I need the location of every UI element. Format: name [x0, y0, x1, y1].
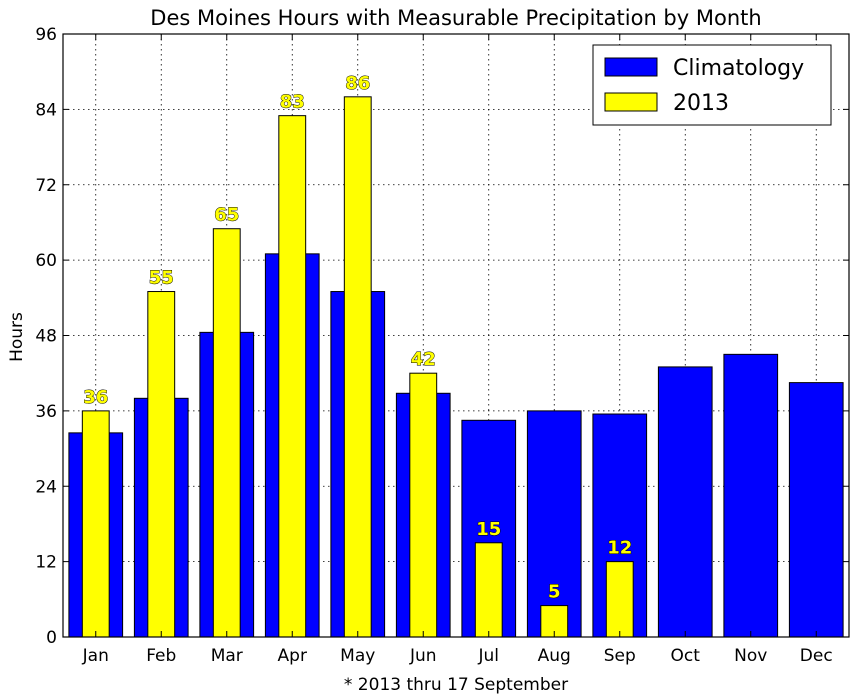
- x-tick-label: Sep: [604, 646, 636, 666]
- bar-2013: [343, 96, 372, 638]
- y-axis-label: Hours: [7, 312, 27, 362]
- data-label-2013: 36: [83, 387, 108, 408]
- x-tick-label: Jun: [409, 646, 437, 666]
- x-tick-label: Mar: [211, 646, 243, 666]
- y-tick-label: 60: [35, 251, 57, 271]
- x-tick-label: Aug: [538, 646, 571, 666]
- legend-swatch-climatology: [604, 57, 658, 77]
- climatology-bar: [657, 366, 713, 638]
- y-tick-label: 36: [35, 402, 57, 422]
- x-tick-label: Apr: [278, 646, 307, 666]
- legend-label-2013: 2013: [673, 91, 729, 116]
- legend-swatch-2013: [604, 92, 658, 112]
- x-axis-label: * 2013 thru 17 September: [344, 675, 568, 695]
- data-label-2013: 42: [411, 349, 436, 370]
- chart-title: Des Moines Hours with Measurable Precipi…: [150, 6, 761, 30]
- y-tick-label: 96: [35, 25, 57, 45]
- data-label-2013: 83: [280, 92, 305, 113]
- bar-2013: [474, 542, 503, 638]
- climatology-bar: [723, 353, 779, 638]
- x-tick-label: Feb: [146, 646, 176, 666]
- y-tick-label: 84: [35, 100, 57, 120]
- data-label-2013: 86: [345, 73, 370, 94]
- data-label-2013: 65: [214, 205, 239, 226]
- climatology-bars: [68, 253, 844, 638]
- legend: Climatology 2013: [592, 44, 832, 126]
- y-tick-label: 12: [35, 553, 57, 573]
- x-tick-label: Dec: [800, 646, 833, 666]
- data-label-2013: 5: [548, 582, 561, 603]
- y-tick-label: 72: [35, 176, 57, 196]
- bar-2013: [212, 228, 241, 638]
- bar-2013: [605, 561, 634, 638]
- x-tick-label: May: [340, 646, 375, 666]
- legend-label-climatology: Climatology: [673, 56, 804, 81]
- y-tick-label: 24: [35, 477, 57, 497]
- data-label-2013: 12: [607, 538, 632, 559]
- x-tick-label: Jul: [477, 646, 499, 666]
- climatology-bar: [788, 382, 844, 638]
- data-label-2013: 55: [149, 268, 174, 289]
- data-label-2013: 15: [476, 519, 501, 540]
- x-tick-label: Oct: [671, 646, 701, 666]
- bar-2013: [278, 115, 307, 638]
- climatology-bar: [526, 410, 582, 638]
- bar-2013: [81, 410, 110, 638]
- data-labels: 36 55 65 83 86 42 15 5 12: [83, 72, 633, 603]
- y-tick-label: 48: [35, 327, 57, 347]
- x-tick-label: Nov: [734, 646, 767, 666]
- x-tick-label: Jan: [82, 646, 109, 666]
- bar-2013: [147, 291, 176, 638]
- bar-2013: [409, 372, 438, 638]
- y-tick-label: 0: [46, 628, 57, 648]
- axes: 0 12 24 36 48 60 72 84 96 Jan Feb Mar Apr May Jun Jul Au…: [35, 25, 849, 666]
